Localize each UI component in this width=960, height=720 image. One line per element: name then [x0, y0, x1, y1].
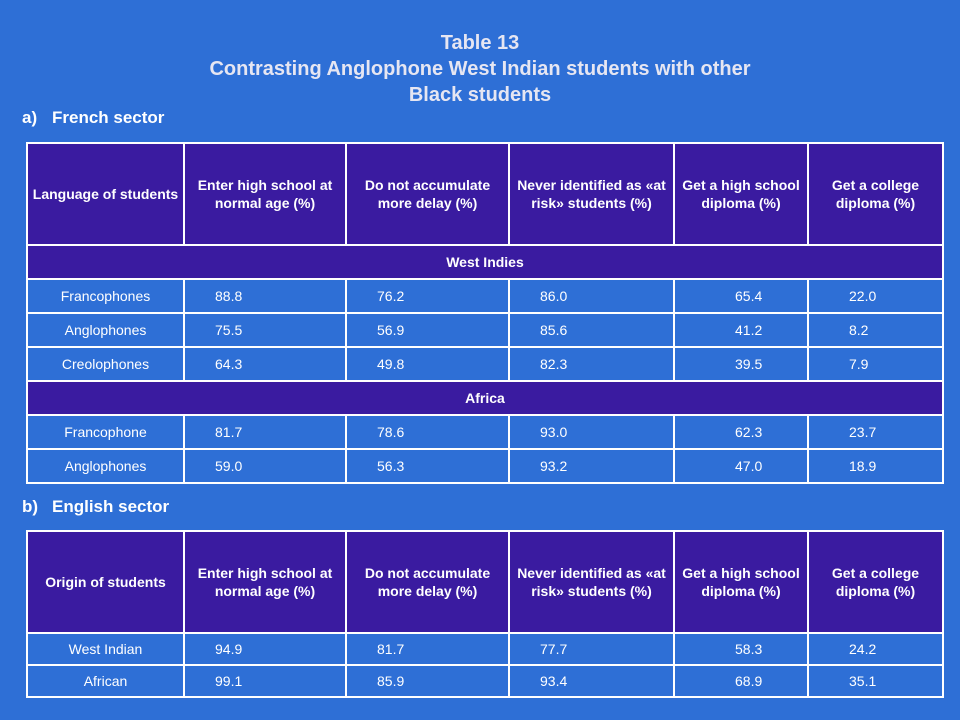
col-header-not-at-risk: Never identified as «at risk» students (… — [508, 530, 675, 634]
cell-value: 78.6 — [345, 414, 510, 450]
group-label: Africa — [26, 380, 944, 416]
group-row-west-indies: West Indies — [26, 244, 944, 280]
col-header-no-delay: Do not accumulate more delay (%) — [345, 530, 510, 634]
cell-value: 41.2 — [673, 312, 809, 348]
cell-value: 22.0 — [807, 278, 944, 314]
table-row: Anglophones 59.0 56.3 93.2 47.0 18.9 — [26, 448, 944, 484]
english-sector-table: Origin of students Enter high school at … — [26, 530, 944, 698]
col-header-hs-diploma: Get a high school diploma (%) — [673, 530, 809, 634]
cell-value: 85.9 — [345, 664, 510, 698]
cell-value: 24.2 — [807, 632, 944, 666]
cell-value: 56.9 — [345, 312, 510, 348]
cell-value: 93.4 — [508, 664, 675, 698]
col-header-college-diploma: Get a college diploma (%) — [807, 530, 944, 634]
cell-value: 76.2 — [345, 278, 510, 314]
section-label-a: a) — [22, 108, 38, 127]
row-label: Anglophones — [26, 312, 185, 348]
cell-value: 81.7 — [345, 632, 510, 666]
table-row: Anglophones 75.5 56.9 85.6 41.2 8.2 — [26, 312, 944, 348]
cell-value: 7.9 — [807, 346, 944, 382]
table-row: Francophones 88.8 76.2 86.0 65.4 22.0 — [26, 278, 944, 314]
cell-value: 8.2 — [807, 312, 944, 348]
col-header-language: Language of students — [26, 142, 185, 246]
row-label: Anglophones — [26, 448, 185, 484]
cell-value: 77.7 — [508, 632, 675, 666]
cell-value: 35.1 — [807, 664, 944, 698]
cell-value: 82.3 — [508, 346, 675, 382]
col-header-hs-diploma: Get a high school diploma (%) — [673, 142, 809, 246]
section-heading-french: a) French sector — [22, 108, 164, 128]
cell-value: 18.9 — [807, 448, 944, 484]
cell-value: 99.1 — [183, 664, 347, 698]
table-row: West Indian 94.9 81.7 77.7 58.3 24.2 — [26, 632, 944, 666]
cell-value: 64.3 — [183, 346, 347, 382]
title-line-3: Black students — [408, 84, 552, 106]
cell-value: 68.9 — [673, 664, 809, 698]
row-label: West Indian — [26, 632, 185, 666]
title-line-1: Table 13 — [440, 32, 520, 54]
cell-value: 39.5 — [673, 346, 809, 382]
col-header-origin: Origin of students — [26, 530, 185, 634]
col-header-normal-age: Enter high school at normal age (%) — [183, 142, 347, 246]
cell-value: 75.5 — [183, 312, 347, 348]
cell-value: 59.0 — [183, 448, 347, 484]
section-label-b: b) — [22, 497, 39, 516]
cell-value: 47.0 — [673, 448, 809, 484]
slide-title: Table 13 Contrasting Anglophone West Ind… — [0, 30, 960, 108]
cell-value: 49.8 — [345, 346, 510, 382]
section-title-english: English sector — [52, 497, 170, 516]
cell-value: 93.0 — [508, 414, 675, 450]
row-label: Francophone — [26, 414, 185, 450]
cell-value: 93.2 — [508, 448, 675, 484]
table-row: Francophone 81.7 78.6 93.0 62.3 23.7 — [26, 414, 944, 450]
cell-value: 56.3 — [345, 448, 510, 484]
cell-value: 88.8 — [183, 278, 347, 314]
table-row: Creolophones 64.3 49.8 82.3 39.5 7.9 — [26, 346, 944, 382]
row-label: Francophones — [26, 278, 185, 314]
table-row: African 99.1 85.9 93.4 68.9 35.1 — [26, 664, 944, 698]
cell-value: 86.0 — [508, 278, 675, 314]
cell-value: 81.7 — [183, 414, 347, 450]
cell-value: 62.3 — [673, 414, 809, 450]
col-header-college-diploma: Get a college diploma (%) — [807, 142, 944, 246]
row-label: Creolophones — [26, 346, 185, 382]
title-line-2: Contrasting Anglophone West Indian stude… — [209, 58, 751, 80]
header-row: Language of students Enter high school a… — [26, 142, 944, 246]
header-row: Origin of students Enter high school at … — [26, 530, 944, 634]
cell-value: 58.3 — [673, 632, 809, 666]
col-header-normal-age: Enter high school at normal age (%) — [183, 530, 347, 634]
col-header-not-at-risk: Never identified as «at risk» students (… — [508, 142, 675, 246]
col-header-no-delay: Do not accumulate more delay (%) — [345, 142, 510, 246]
group-row-africa: Africa — [26, 380, 944, 416]
cell-value: 94.9 — [183, 632, 347, 666]
french-sector-table: Language of students Enter high school a… — [26, 142, 944, 484]
section-title-french: French sector — [52, 108, 165, 127]
cell-value: 65.4 — [673, 278, 809, 314]
cell-value: 85.6 — [508, 312, 675, 348]
section-heading-english: b) English sector — [22, 497, 169, 517]
row-label: African — [26, 664, 185, 698]
group-label: West Indies — [26, 244, 944, 280]
cell-value: 23.7 — [807, 414, 944, 450]
